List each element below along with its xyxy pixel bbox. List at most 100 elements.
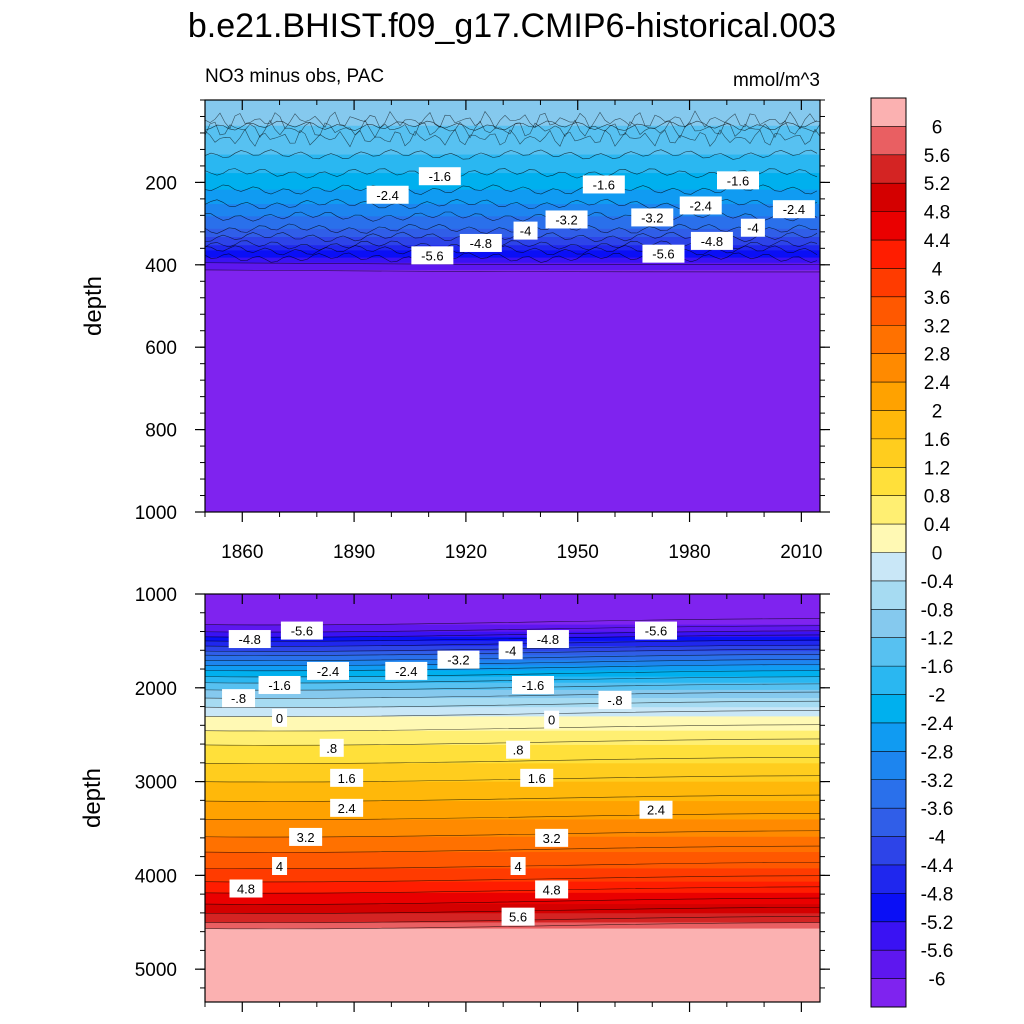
contour-label: .8 xyxy=(506,740,531,759)
contour-label-box xyxy=(690,231,733,250)
contour-label-text: -5.6 xyxy=(421,248,443,263)
colorbar-label: -0.8 xyxy=(921,600,954,621)
contour-band xyxy=(205,698,820,708)
colorbar-label: -4.4 xyxy=(921,856,954,877)
contour-label-box xyxy=(385,661,428,680)
contour-label: 4 xyxy=(510,857,526,875)
contour-label-box xyxy=(229,879,263,898)
contour-label: -5.6 xyxy=(635,621,677,640)
contour-label-text: 4.8 xyxy=(237,882,255,897)
upper-contour-labels: -1.6 -1.6 -1.6 -2.4 -2.4 -2.4 -3.2 -3.2 -4 -4 -4.8… xyxy=(366,167,815,265)
contour-band xyxy=(205,236,820,246)
colorbar-label: 3.6 xyxy=(924,288,950,309)
contour-label-text: -3.2 xyxy=(641,210,663,225)
colorbar-label: -0.4 xyxy=(921,572,954,593)
colorbar-label: -5.2 xyxy=(921,913,954,934)
colorbar-swatch xyxy=(871,779,906,809)
contour-line xyxy=(205,262,820,266)
colorbar-swatch xyxy=(871,467,906,497)
colorbar-swatch xyxy=(871,864,906,894)
contour-label-text: -1.6 xyxy=(429,169,451,184)
contour-label: -3.2 xyxy=(437,650,480,669)
contour-label: 3.2 xyxy=(289,827,323,846)
colorbar-label: 3.2 xyxy=(924,316,950,337)
contour-label-box xyxy=(679,196,722,215)
contour-label-text: -.8 xyxy=(607,693,622,708)
contour-label: 0 xyxy=(544,710,560,729)
y-tick-label: 5000 xyxy=(135,960,177,981)
colorbar-swatch xyxy=(871,524,906,553)
colorbar-swatch xyxy=(871,580,906,610)
contour-band xyxy=(205,173,820,191)
contour-line xyxy=(205,110,820,130)
contour-label: -3.2 xyxy=(631,208,674,227)
contour-label-text: -4 xyxy=(747,221,759,236)
contour-band xyxy=(205,868,820,883)
contour-band xyxy=(205,636,820,642)
contour-label-box xyxy=(582,175,625,194)
y-tick-label: 800 xyxy=(145,421,177,442)
colorbar-label: -4.8 xyxy=(921,884,954,905)
contour-label-text: -2.4 xyxy=(317,664,339,679)
contour-label-text: 4 xyxy=(514,859,521,874)
contour-label-text: -5.6 xyxy=(652,247,674,262)
contour-label: -1.6 xyxy=(582,175,625,194)
colorbar-label: 0 xyxy=(932,544,943,565)
contour-label-text: -4 xyxy=(520,224,532,239)
lower-contour-labels: -5.6 -5.6 -4.8 -4.8 -4 -3.2 -2.4 -2.4 -1.6 -1.6 -.… xyxy=(222,621,677,926)
contour-label-text: -2.4 xyxy=(376,188,398,203)
colorbar-label: -1.6 xyxy=(921,657,954,678)
contour-label-text: -1.6 xyxy=(522,678,544,693)
contour-label-box xyxy=(520,768,554,787)
upper-plot-frame xyxy=(204,99,821,513)
contour-label-box xyxy=(506,740,531,759)
contour-line xyxy=(205,128,820,148)
contour-label: 1.6 xyxy=(330,768,364,787)
contour-label-text: 2.4 xyxy=(647,803,665,818)
contour-label-text: 0 xyxy=(548,713,555,728)
contour-line xyxy=(205,897,820,905)
contour-label-text: -3.2 xyxy=(555,212,577,227)
contour-label-box xyxy=(418,167,461,186)
contour-label-box xyxy=(459,233,502,252)
contour-label-text: 0 xyxy=(276,711,283,726)
contour-label: -4.8 xyxy=(228,630,271,649)
colorbar-label: -3.6 xyxy=(921,799,954,820)
y-tick-label: 3000 xyxy=(135,773,177,794)
colorbar-swatch xyxy=(871,183,906,213)
contour-label-box xyxy=(280,621,323,640)
colorbar-label: 0.4 xyxy=(924,515,951,536)
colorbar-swatch xyxy=(871,353,906,383)
contour-label-text: -2.4 xyxy=(783,202,805,217)
contour-band xyxy=(205,716,820,732)
lower-panel: -5.6 -5.6 -4.8 -4.8 -4 -3.2 -2.4 -2.4 -1.6 -1.6 -.… xyxy=(79,585,830,1012)
contour-line xyxy=(205,659,820,667)
contour-label-box xyxy=(228,630,271,649)
contour-band xyxy=(205,269,820,512)
contour-band xyxy=(205,689,820,699)
colorbar-label: 4.4 xyxy=(924,231,951,252)
contour-label-text: 3.2 xyxy=(297,830,315,845)
colorbar-swatch xyxy=(871,751,906,781)
contour-label: -4 xyxy=(498,641,523,660)
colorbar-label: -1.2 xyxy=(921,629,954,650)
contour-label: -4.8 xyxy=(526,630,569,649)
contour-label-box xyxy=(411,246,454,265)
contour-band xyxy=(205,154,820,174)
colorbar-swatch xyxy=(871,893,906,923)
contour-label: 5.6 xyxy=(501,907,535,926)
contour-line xyxy=(205,634,820,642)
x-tick-label: 1890 xyxy=(333,542,375,563)
contour-label-box xyxy=(307,661,349,680)
contour-label: -2.4 xyxy=(307,661,349,680)
colorbar-label: 4.8 xyxy=(924,203,950,224)
contour-band xyxy=(205,228,820,238)
contour-label-box xyxy=(272,857,288,875)
contour-label: -.8 xyxy=(598,690,632,709)
contour-label: -3.2 xyxy=(545,210,588,229)
colorbar-label: -4 xyxy=(929,828,946,849)
contour-label-text: 3.2 xyxy=(543,831,561,846)
lower-plot-frame xyxy=(204,593,821,1003)
contour-band xyxy=(205,594,820,626)
contour-line xyxy=(205,120,818,131)
